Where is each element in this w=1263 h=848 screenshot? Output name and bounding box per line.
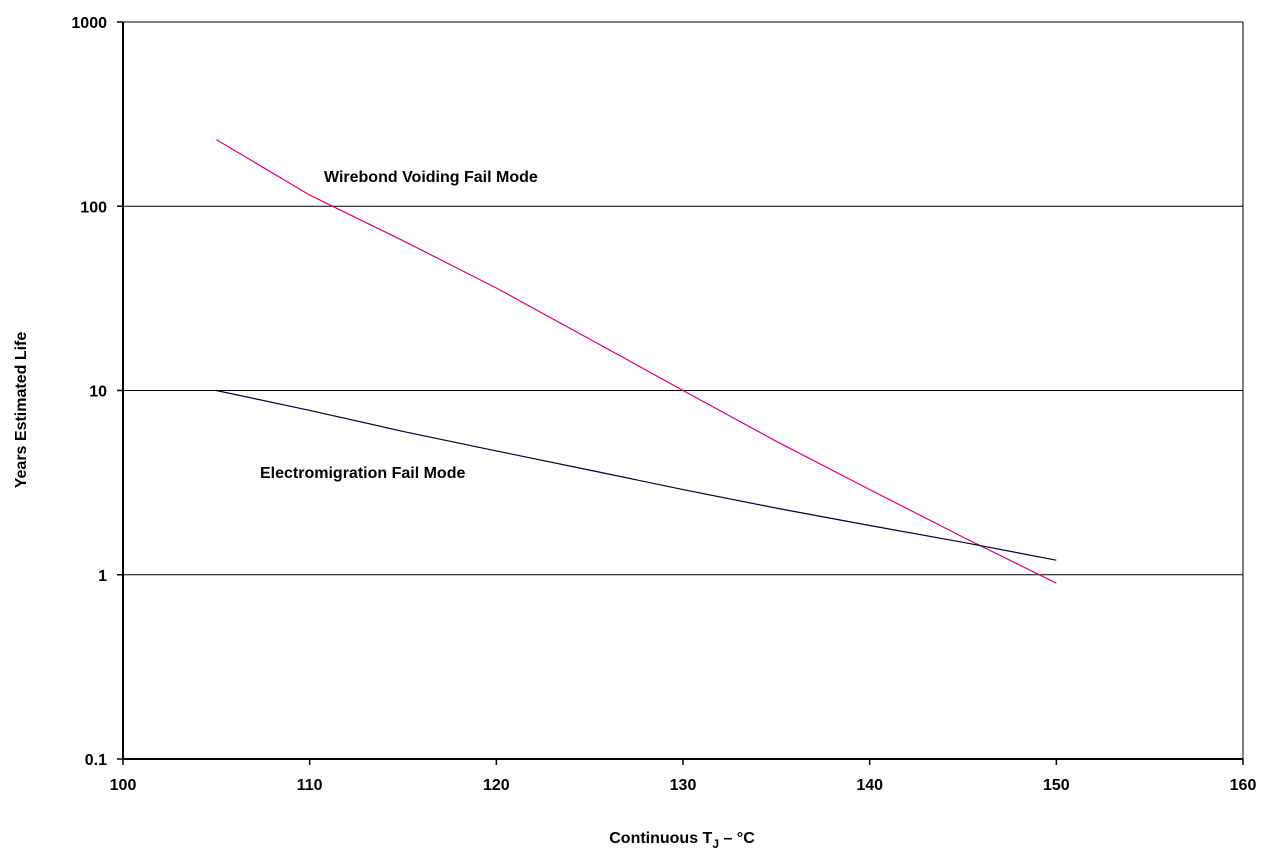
- x-tick-label: 140: [856, 777, 883, 794]
- series-line-wirebond: [215, 139, 1057, 584]
- y-tick-label: 0.1: [85, 752, 107, 769]
- series-lines: [215, 139, 1057, 584]
- grid-lines: [123, 21, 1243, 576]
- x-tick-label: 160: [1230, 777, 1257, 794]
- x-tick-label: 100: [110, 777, 137, 794]
- x-axis-title-unit: – °C: [719, 830, 755, 847]
- y-axis-title: Years Estimated Life: [13, 332, 30, 489]
- y-axis-ticks: 0.1 1 10 100 1000: [71, 15, 123, 769]
- x-tick-label: 150: [1043, 777, 1070, 794]
- series-line-electromigration: [216, 389, 1057, 561]
- series-label-electromigration: Electromigration Fail Mode: [260, 465, 465, 482]
- x-axis-title-main: Continuous T: [609, 830, 712, 847]
- y-tick-label: 1000: [71, 15, 107, 32]
- x-tick-label: 130: [670, 777, 697, 794]
- y-tick-label: 1: [98, 568, 107, 585]
- x-axis-title-subscript: J: [712, 837, 719, 848]
- x-axis-ticks: 100 110 120 130 140 150 160: [110, 759, 1257, 794]
- x-tick-label: 110: [297, 777, 323, 794]
- y-tick-label: 10: [89, 384, 107, 401]
- x-axis-title: Continuous TJ – °C: [609, 830, 755, 848]
- x-tick-label: 120: [483, 777, 510, 794]
- y-tick-label: 100: [80, 199, 107, 216]
- series-label-wirebond: Wirebond Voiding Fail Mode: [324, 169, 538, 186]
